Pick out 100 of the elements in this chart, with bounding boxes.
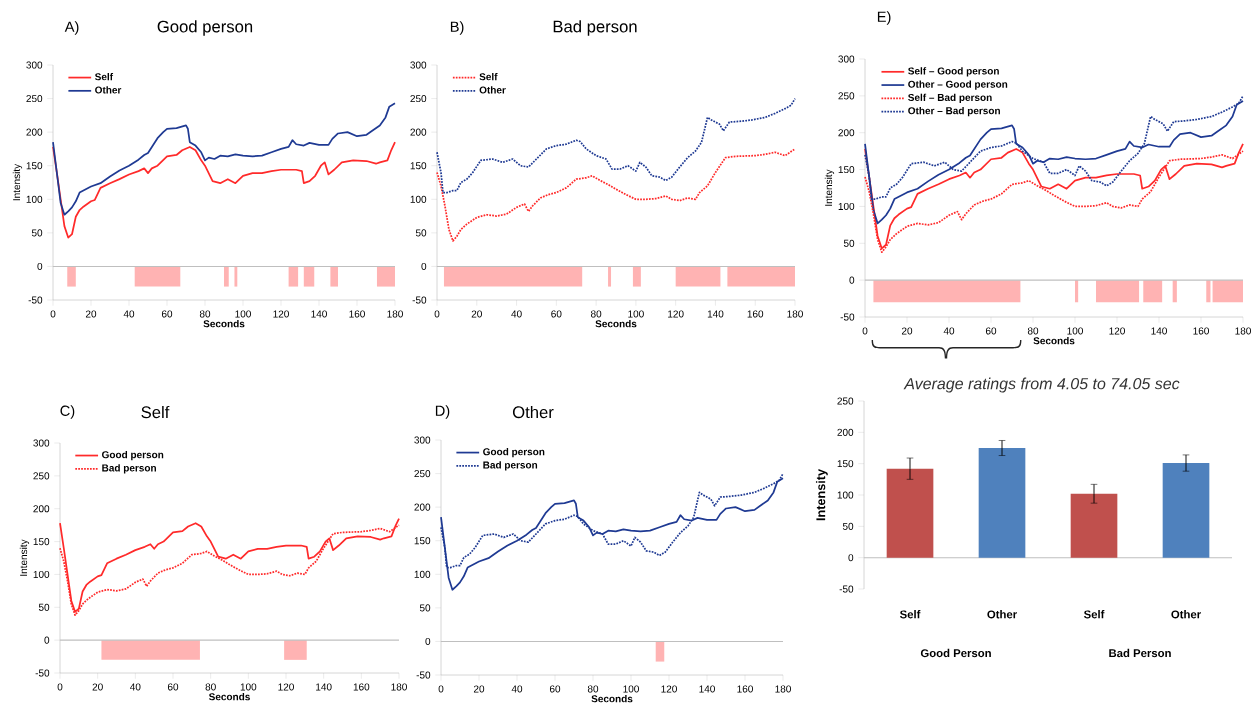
y-tick-label: 100 bbox=[837, 491, 854, 499]
legend-label: Other bbox=[95, 86, 122, 94]
bar bbox=[886, 468, 934, 558]
legend-label: Other – Bad person bbox=[908, 106, 1000, 117]
y-tick-label: 200 bbox=[33, 505, 50, 513]
legend-label: Good person bbox=[102, 450, 164, 461]
y-tick-label: 250 bbox=[414, 470, 431, 478]
x-tick-label: 60 bbox=[549, 685, 561, 693]
text: Good Person bbox=[920, 648, 991, 658]
y-tick-label: 250 bbox=[838, 92, 855, 100]
x-tick-label: 120 bbox=[668, 310, 684, 318]
y-tick-label: 50 bbox=[31, 229, 43, 237]
x-tick-label: 20 bbox=[471, 310, 482, 318]
y-tick-label: 50 bbox=[38, 603, 50, 611]
x-tick-label: 140 bbox=[311, 310, 327, 318]
y-tick-label: 100 bbox=[838, 202, 855, 210]
legend-label: Other – Good person bbox=[908, 80, 1008, 90]
y-tick-label: 0 bbox=[425, 637, 431, 645]
chart-title: Other bbox=[512, 405, 554, 419]
y-tick-label: -50 bbox=[839, 585, 854, 593]
x-tick-label: 120 bbox=[661, 685, 677, 693]
x-tick-label: 80 bbox=[205, 683, 216, 691]
x-tick-label: 100 bbox=[628, 310, 644, 318]
legend-label: Self – Bad person bbox=[908, 93, 992, 103]
x-tick-label: Other bbox=[987, 610, 1017, 619]
y-tick-label: 250 bbox=[33, 472, 50, 480]
y-tick-label: 250 bbox=[410, 95, 427, 103]
y-tick-label: 150 bbox=[26, 162, 43, 170]
y-tick-label: 150 bbox=[837, 460, 854, 468]
text: Bad Person bbox=[1109, 648, 1171, 658]
legend-label: Bad person bbox=[102, 464, 156, 474]
bar bbox=[1162, 463, 1210, 558]
y-tick-label: 100 bbox=[33, 570, 50, 578]
y-tick-label: 50 bbox=[842, 522, 854, 530]
y-tick-label: 50 bbox=[843, 239, 855, 247]
x-axis-title: Seconds bbox=[1033, 336, 1075, 345]
x-tick-label: 0 bbox=[862, 327, 868, 335]
x-tick-label: 20 bbox=[473, 685, 485, 693]
chart-title: Bad person bbox=[553, 20, 637, 36]
y-tick-label: -50 bbox=[35, 669, 50, 677]
x-tick-label: Other bbox=[1171, 610, 1201, 619]
y-tick-label: 0 bbox=[421, 262, 427, 270]
y-tick-label: 200 bbox=[414, 503, 431, 511]
y-tick-label: 200 bbox=[837, 428, 854, 436]
x-tick-label: 140 bbox=[707, 310, 724, 318]
x-tick-label: 40 bbox=[511, 310, 522, 318]
x-tick-label: 0 bbox=[438, 685, 444, 693]
line-series bbox=[436, 97, 796, 194]
x-tick-label: 120 bbox=[1109, 327, 1125, 335]
x-tick-label: 100 bbox=[623, 685, 639, 693]
chart-title: Average ratings from 4.05 to 74.05 sec bbox=[903, 377, 1180, 393]
y-axis-title: Intensity bbox=[19, 539, 30, 576]
text: C) bbox=[60, 405, 75, 419]
x-axis-title: Seconds bbox=[208, 692, 250, 701]
y-tick-label: 100 bbox=[26, 195, 43, 203]
bar bbox=[978, 448, 1026, 558]
x-tick-label: Self bbox=[899, 610, 921, 619]
x-tick-label: 140 bbox=[316, 683, 332, 691]
y-tick-label: 250 bbox=[837, 397, 854, 405]
y-tick-label: 200 bbox=[410, 128, 427, 136]
x-tick-label: 140 bbox=[699, 685, 715, 693]
line-series bbox=[52, 102, 396, 216]
x-tick-label: 60 bbox=[985, 327, 997, 335]
x-tick-label: 0 bbox=[434, 310, 440, 318]
y-tick-label: 300 bbox=[33, 439, 50, 447]
y-tick-label: 200 bbox=[26, 128, 43, 136]
x-tick-label: 80 bbox=[1027, 327, 1039, 335]
text: A) bbox=[64, 21, 79, 35]
y-axis-title: Intensity bbox=[824, 169, 835, 206]
y-axis-title: Intensity bbox=[12, 163, 23, 201]
line-series bbox=[436, 148, 796, 242]
x-tick-label: 20 bbox=[85, 310, 97, 318]
x-axis-title: Seconds bbox=[595, 319, 637, 328]
x-tick-label: 160 bbox=[737, 685, 753, 693]
x-axis-title: Seconds bbox=[203, 319, 245, 328]
text: E) bbox=[877, 11, 891, 25]
y-tick-label: 300 bbox=[410, 61, 427, 69]
y-tick-label: 200 bbox=[838, 129, 855, 137]
text: B) bbox=[450, 21, 464, 35]
x-tick-label: 100 bbox=[1067, 327, 1083, 335]
x-tick-label: 120 bbox=[273, 310, 289, 318]
x-tick-label: 160 bbox=[747, 310, 764, 318]
y-tick-label: 0 bbox=[37, 262, 43, 270]
y-tick-label: 0 bbox=[849, 276, 855, 284]
y-tick-label: -50 bbox=[28, 296, 43, 304]
x-tick-label: 20 bbox=[92, 683, 103, 691]
y-tick-label: -50 bbox=[412, 296, 427, 304]
y-tick-label: 300 bbox=[414, 436, 431, 444]
x-tick-label: 0 bbox=[50, 310, 56, 318]
x-tick-label: 40 bbox=[130, 683, 141, 691]
x-tick-label: 60 bbox=[167, 683, 179, 691]
x-tick-label: 160 bbox=[349, 310, 365, 318]
y-tick-label: 150 bbox=[410, 162, 427, 170]
x-tick-label: 0 bbox=[57, 683, 63, 691]
y-axis-title: Intensity bbox=[815, 469, 828, 521]
x-tick-label: 80 bbox=[591, 310, 602, 318]
x-tick-label: 180 bbox=[787, 310, 803, 318]
x-tick-label: 180 bbox=[387, 310, 403, 318]
chart-title: Self bbox=[141, 405, 170, 419]
x-tick-label: 80 bbox=[587, 685, 599, 693]
